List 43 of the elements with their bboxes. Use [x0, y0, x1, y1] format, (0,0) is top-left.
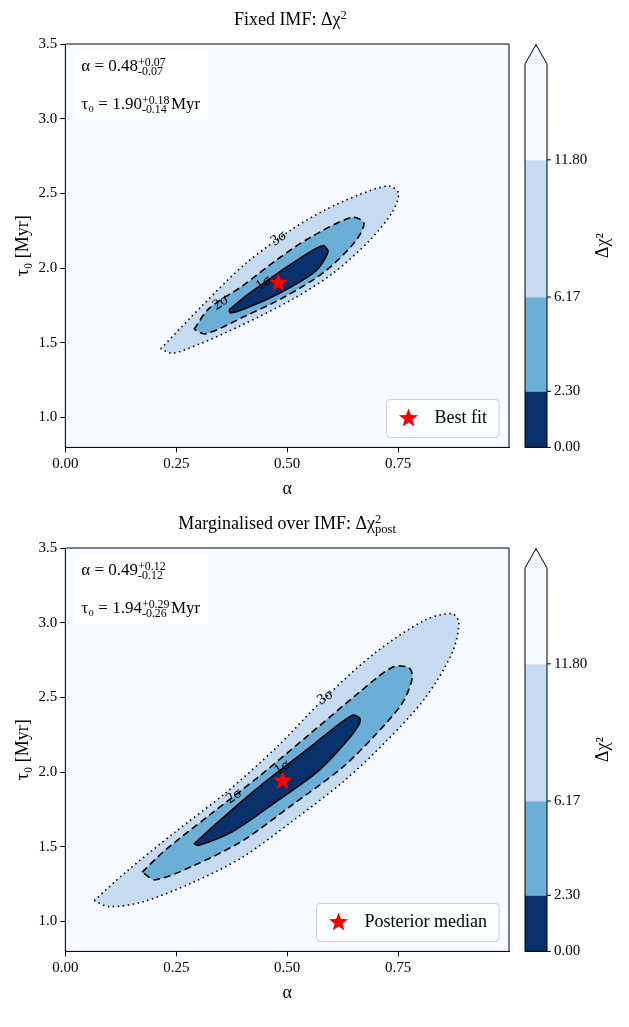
y-tick-label: 2.5 — [38, 688, 58, 705]
y-tick-label: 1.0 — [38, 408, 58, 425]
x-axis-title: α — [282, 981, 293, 1002]
y-tick-label: 3.5 — [38, 34, 58, 51]
color-bar-title: Δχ² — [591, 737, 612, 763]
x-tick-label: 0.75 — [384, 455, 412, 472]
color-bar-label: 11.80 — [554, 150, 588, 167]
annotation: 2σ — [222, 784, 245, 807]
color-bar-label: 11.80 — [554, 654, 588, 671]
y-tick-label: 3.5 — [38, 538, 58, 555]
y-tick-label: 2.5 — [38, 184, 58, 201]
color-bar-label: 6.17 — [554, 287, 581, 304]
annotation: 3σ — [313, 685, 336, 708]
y-tick-label: 3.0 — [38, 613, 58, 630]
y-axis-title: τ₀ [Myr] — [11, 719, 32, 781]
annotation: 2σ — [209, 290, 231, 313]
y-tick-label: 2.0 — [38, 763, 58, 780]
x-tick-label: 0.50 — [274, 455, 301, 472]
x-tick-label: 0.00 — [52, 455, 79, 472]
annotation: 3σ — [267, 226, 290, 249]
chart-title: Fixed IMF: Δχ$^{2}$ — [232, 7, 348, 31]
x-tick-label: 0.00 — [52, 959, 79, 976]
x-tick-label: 0.75 — [384, 959, 412, 976]
y-tick-label: 3.0 — [38, 109, 58, 126]
y-tick-label: 2.0 — [38, 259, 58, 276]
x-axis-title: α — [282, 477, 293, 498]
color-bar-label: 0.00 — [554, 942, 581, 959]
x-tick-label: 0.25 — [163, 959, 190, 976]
x-tick-label: 0.50 — [274, 959, 301, 976]
color-bar-label: 0.00 — [554, 438, 581, 455]
y-tick-label: 1.5 — [38, 837, 58, 854]
annotation: τ₀ = 1.90$^{+0.18}$$_{-0.14}$ Myr — [81, 92, 201, 117]
y-tick-label: 1.5 — [38, 333, 58, 350]
y-axis-title: τ₀ [Myr] — [11, 215, 32, 277]
color-bar-label: 2.30 — [554, 886, 581, 903]
color-bar-title: Δχ² — [591, 233, 612, 259]
x-tick-label: 0.25 — [163, 455, 190, 472]
annotation: τ₀ = 1.94$^{+0.29}$$_{-0.26}$ Myr — [81, 596, 201, 621]
y-tick-label: 1.0 — [38, 912, 58, 929]
legend-label: Posterior median — [364, 911, 488, 932]
color-bar-label: 2.30 — [554, 382, 581, 399]
legend-label: Best fit — [434, 407, 487, 428]
color-bar-label: 6.17 — [554, 791, 581, 808]
